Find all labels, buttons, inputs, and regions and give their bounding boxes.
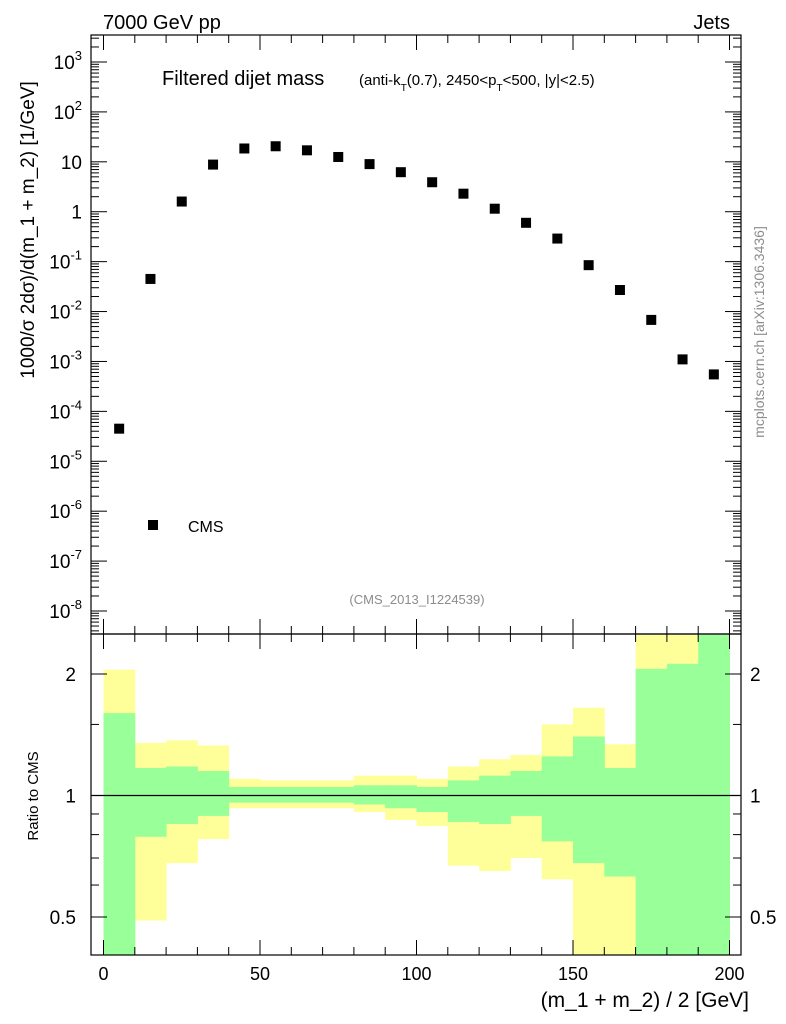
inner-band-bin <box>604 767 637 877</box>
y-tick-label: 10-6 <box>49 497 82 523</box>
inner-band-bin <box>291 786 324 803</box>
x-tick-label: 100 <box>401 964 431 984</box>
inner-band-bin <box>322 786 355 803</box>
data-point <box>364 159 375 170</box>
tick-marks <box>91 35 741 955</box>
data-point <box>176 196 187 207</box>
data-point <box>239 143 250 154</box>
chart-title-detail: (anti-kT(0.7), 2450<pT<500, |y|<2.5) <box>359 72 595 94</box>
title-detail-subscript: T <box>401 83 407 94</box>
data-point <box>677 354 688 365</box>
analysis-id: (CMS_2013_I1224539) <box>349 592 484 607</box>
inner-band-bin <box>197 771 230 816</box>
y-axis-label: 1000/σ 2dσ)/d(m_1 + m_2) [1/GeV] <box>18 81 39 379</box>
x-tick-label: 50 <box>250 964 270 984</box>
main-plot-frame <box>90 34 742 635</box>
data-point <box>708 369 719 380</box>
data-point <box>333 151 344 162</box>
data-point <box>646 314 657 325</box>
ratio-y-tick-label-left: 1 <box>65 787 76 808</box>
ratio-y-tick-label-left: 0.5 <box>50 908 76 929</box>
inner-band-bin <box>479 775 511 824</box>
inner-band-bin <box>573 736 605 864</box>
ratio-bands <box>103 634 730 955</box>
data-point <box>458 188 469 199</box>
inner-band-bin <box>353 785 386 805</box>
energy-label: 7000 GeV pp <box>103 12 221 34</box>
inner-band-bin <box>447 780 480 822</box>
y-tick-label: 10-7 <box>49 547 82 573</box>
process-label: Jets <box>693 12 730 34</box>
y-tick-label: 10-8 <box>49 597 82 623</box>
legend-label: CMS <box>188 519 224 536</box>
inner-band-bin <box>228 786 261 803</box>
data-points <box>114 141 719 434</box>
y-tick-label: 10-4 <box>49 397 82 423</box>
y-tick-label: 10-5 <box>49 447 82 473</box>
ratio-y-tick-label-right: 1 <box>750 787 761 808</box>
ratio-y-tick-label-right: 2 <box>750 665 761 686</box>
y-tick-label: 10 <box>61 153 82 174</box>
data-point <box>145 273 156 284</box>
inner-band-bin <box>134 767 167 837</box>
y-tick-label: 10-1 <box>49 248 82 274</box>
inner-band-bin <box>385 785 417 809</box>
y-tick-label: 10-2 <box>49 298 82 324</box>
y-tick-label: 10-3 <box>49 347 82 373</box>
chart-title: Filtered dijet mass <box>162 68 324 90</box>
inner-band-bin <box>103 713 136 955</box>
x-axis-label: (m_1 + m_2) / 2 [GeV] <box>541 989 749 1012</box>
y-tick-label: 102 <box>54 98 82 124</box>
title-detail-part: (anti-k <box>359 72 401 89</box>
data-point <box>114 423 125 434</box>
inner-band-bin <box>416 786 449 813</box>
data-point <box>614 285 625 296</box>
inner-band-bin <box>541 756 574 842</box>
data-point <box>270 141 281 152</box>
inner-band-bin <box>635 668 668 955</box>
inner-band-bin <box>510 771 543 816</box>
title-detail-part: <500, |y|<2.5) <box>503 72 595 89</box>
data-point <box>489 203 500 214</box>
inner-band-bin <box>260 786 292 803</box>
data-point <box>301 145 312 156</box>
title-detail-part: (0.7), 2450<p <box>407 72 497 89</box>
data-point <box>395 167 406 178</box>
ratio-y-axis-label: Ratio to CMS <box>25 751 42 840</box>
inner-band-bin <box>666 663 699 955</box>
data-point <box>583 260 594 271</box>
data-point <box>427 177 438 188</box>
title-detail-subscript: T <box>496 83 502 94</box>
y-tick-label: 1 <box>71 203 82 224</box>
y-tick-label: 103 <box>54 48 82 74</box>
ratio-y-tick-label-left: 2 <box>65 665 76 686</box>
data-point <box>552 233 563 244</box>
x-tick-label: 200 <box>714 964 744 984</box>
x-tick-label: 0 <box>98 964 108 984</box>
legend-marker <box>148 520 158 530</box>
ratio-y-tick-label-right: 0.5 <box>750 908 776 929</box>
x-tick-label: 150 <box>558 964 588 984</box>
tick-labels: 0 50 100 150 200 10-8 10-7 10-6 10-5 10-4 10-3 10-2… <box>49 48 776 984</box>
source-watermark: mcplots.cern.ch [arXiv:1306.3436] <box>751 226 767 438</box>
data-point <box>208 159 219 170</box>
data-point <box>521 217 532 228</box>
